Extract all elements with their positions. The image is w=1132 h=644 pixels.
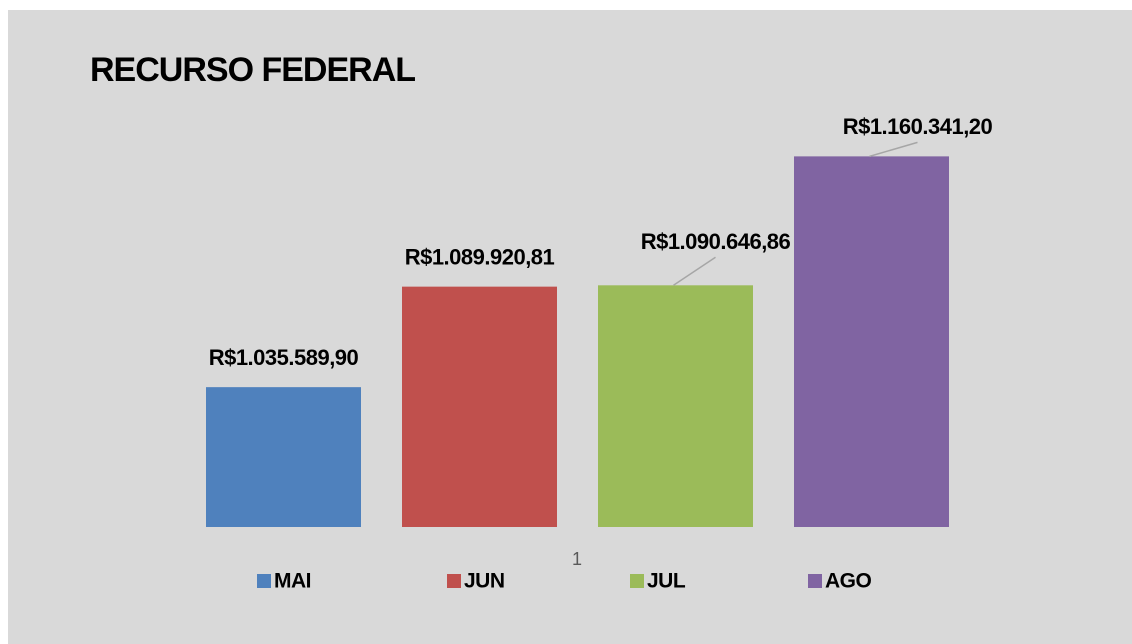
bar — [402, 286, 557, 527]
legend-label: AGO — [825, 570, 872, 593]
legend-label: JUL — [647, 570, 686, 593]
legend-label: MAI — [274, 570, 311, 593]
chart-title: RECURSO FEDERAL — [90, 51, 415, 89]
bar — [598, 285, 753, 527]
legend-swatch — [808, 574, 822, 588]
legend-swatch — [257, 574, 271, 588]
bar — [794, 156, 949, 527]
legend-swatch — [447, 574, 461, 588]
x-tick-label: 1 — [572, 549, 582, 569]
legend-swatch — [630, 574, 644, 588]
data-label: R$1.090.646,86 — [641, 229, 791, 254]
legend-label: JUN — [464, 570, 505, 593]
bar — [206, 387, 361, 527]
leader-line — [869, 141, 918, 158]
chart-background — [8, 10, 1132, 644]
data-label: R$1.035.589,90 — [209, 345, 359, 370]
leader-line — [673, 256, 716, 286]
data-label: R$1.089.920,81 — [405, 244, 555, 269]
data-label: R$1.160.341,20 — [843, 114, 993, 139]
